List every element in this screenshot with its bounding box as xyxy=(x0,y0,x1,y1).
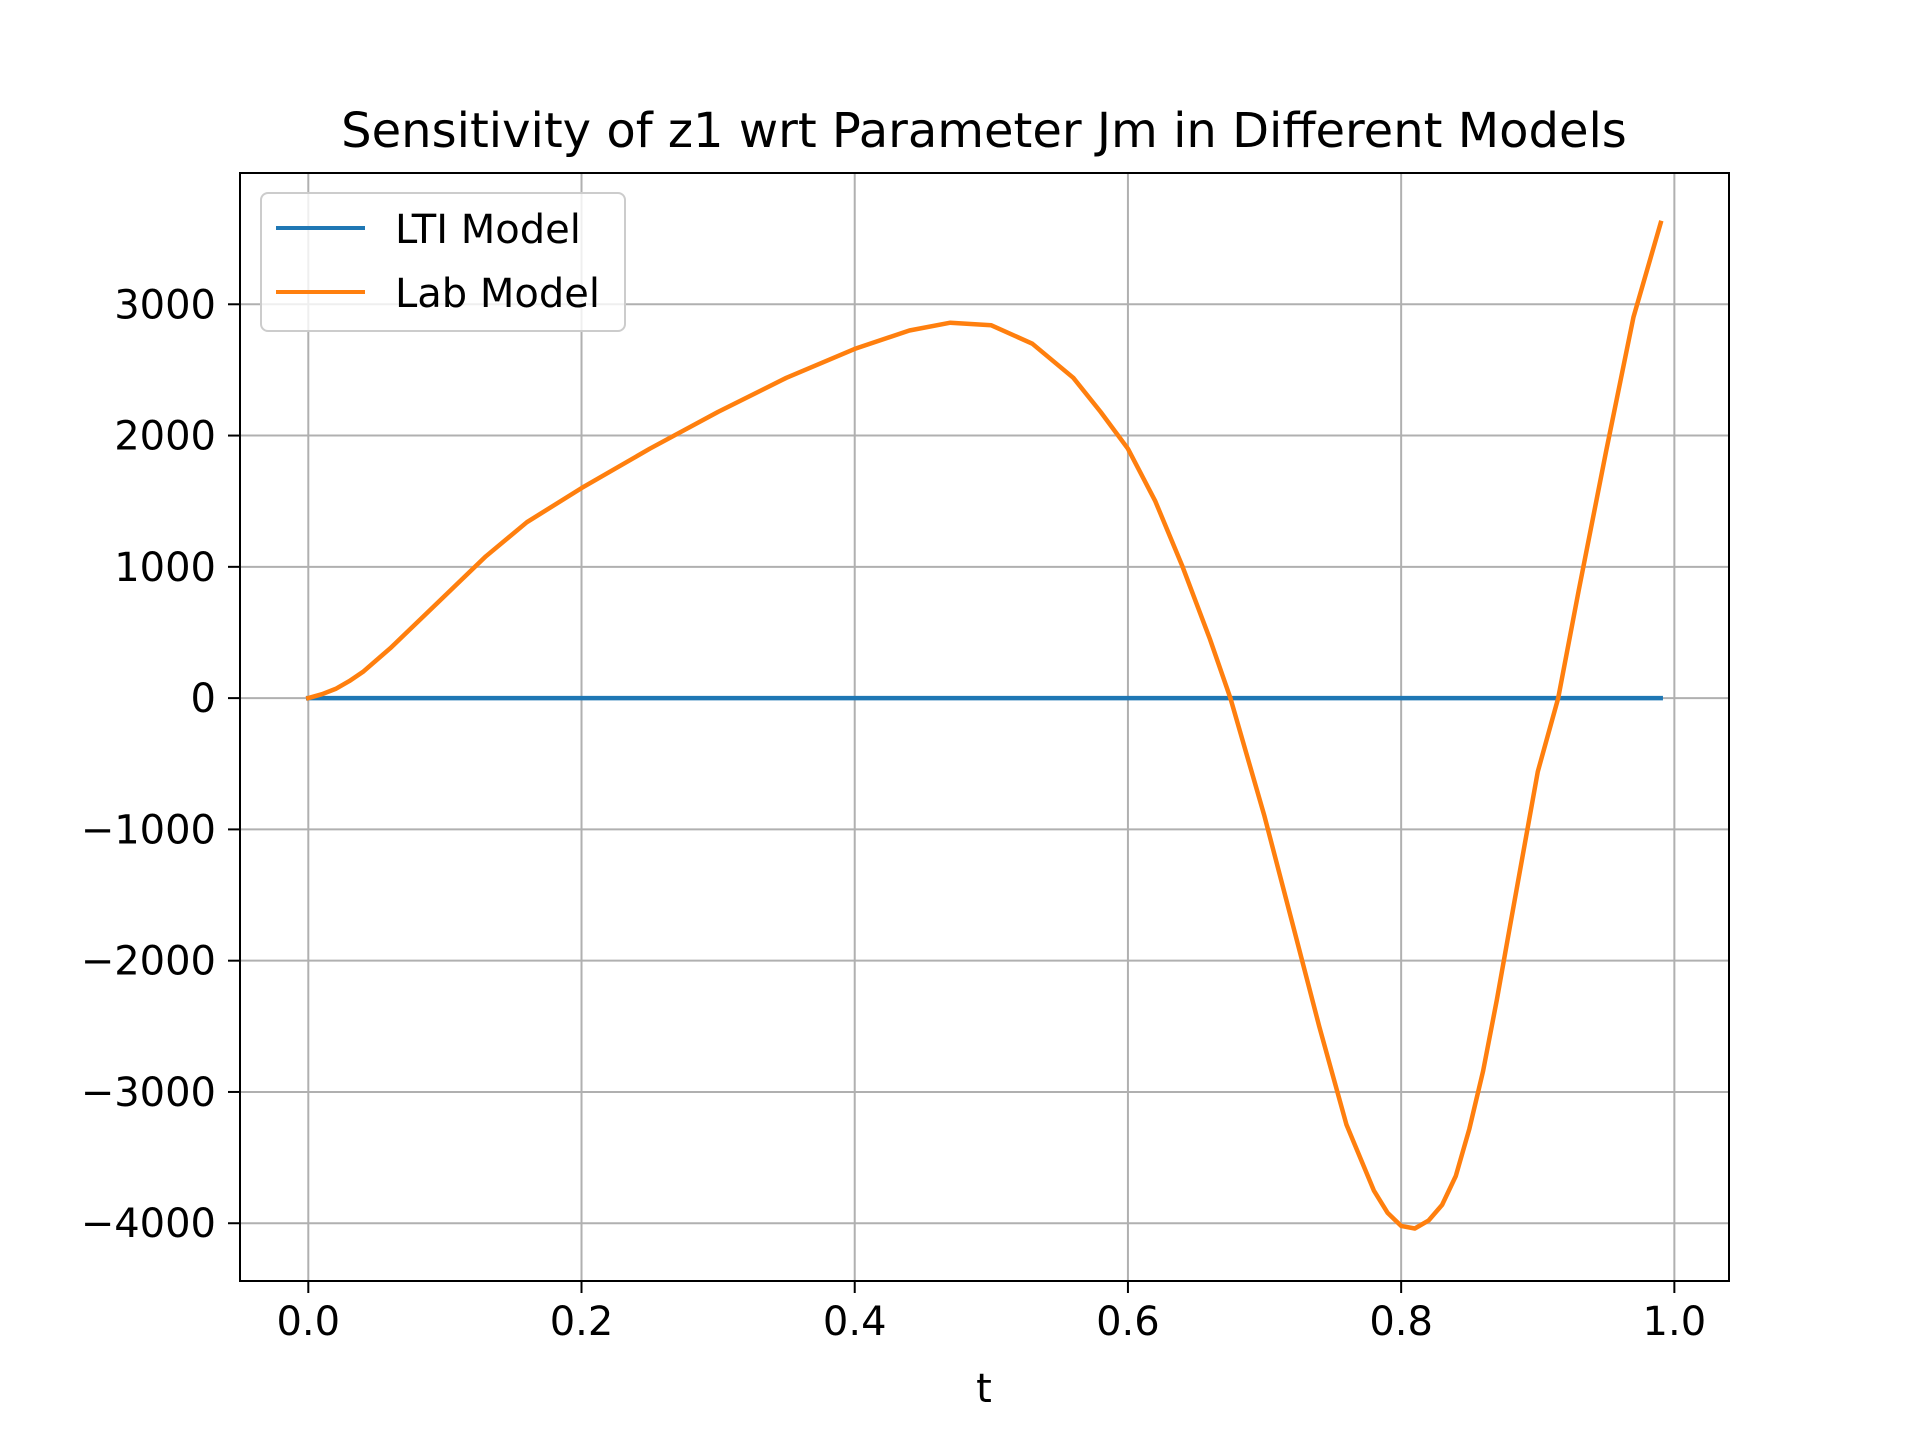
y-tick-label: 3000 xyxy=(114,282,216,328)
y-tick-label: −3000 xyxy=(81,1070,216,1116)
y-tick-label: 1000 xyxy=(114,545,216,591)
x-tick-label: 0.0 xyxy=(276,1299,340,1345)
x-tick-label: 1.0 xyxy=(1643,1299,1707,1345)
x-tick-label: 0.8 xyxy=(1369,1299,1433,1345)
series-lines xyxy=(305,220,1664,1231)
legend-label-lab-model: Lab Model xyxy=(395,271,600,317)
plot-area xyxy=(240,173,1729,1281)
y-tick-label: −2000 xyxy=(81,939,216,985)
legend: LTI Model Lab Model xyxy=(260,192,626,332)
x-tick-label: 0.6 xyxy=(1096,1299,1160,1345)
y-tick-label: −4000 xyxy=(81,1201,216,1247)
axes-frame xyxy=(239,172,1730,1282)
y-axis-ticks: −4000 −3000 −2000 −1000 0 1000 2000 3000 xyxy=(81,282,240,1247)
y-tick-label: −1000 xyxy=(81,807,216,853)
y-tick-label: 2000 xyxy=(114,414,216,460)
y-tick-label: 0 xyxy=(191,676,216,722)
x-tick-label: 0.4 xyxy=(823,1299,887,1345)
x-axis-ticks: 0.0 0.2 0.4 0.6 0.8 1.0 xyxy=(276,1281,1706,1345)
chart-title: Sensitivity of z1 wrt Parameter Jm in Di… xyxy=(341,103,1627,159)
series-line-lab-model xyxy=(305,220,1664,1231)
x-axis-label: t xyxy=(976,1366,992,1412)
x-tick-label: 0.2 xyxy=(550,1299,614,1345)
legend-label-lti-model: LTI Model xyxy=(395,207,581,253)
